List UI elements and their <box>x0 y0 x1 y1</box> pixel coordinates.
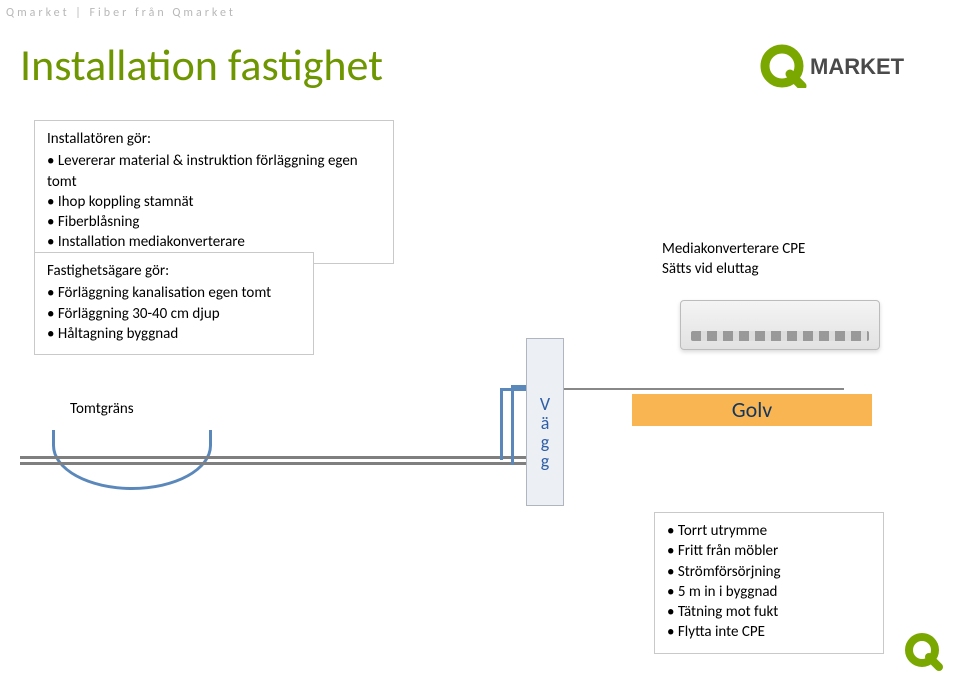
owner-heading: Fastighetsägare gör: <box>47 261 301 281</box>
req-item: Strömförsörjning <box>667 562 871 582</box>
breadcrumb: Qmarket | Fiber från Qmarket <box>6 6 236 20</box>
installer-heading: Installatören gör: <box>47 129 381 149</box>
installer-item: Levererar material & instruktion förlägg… <box>47 151 381 192</box>
installer-item: Fiberblåsning <box>47 212 381 232</box>
brand-logo: MARKET <box>760 44 940 93</box>
owner-item: Förläggning kanalisation egen tomt <box>47 283 301 303</box>
owner-tasks-box: Fastighetsägare gör: Förläggning kanalis… <box>34 252 314 355</box>
cpe-label-line: Sätts vid eluttag <box>662 260 805 280</box>
wall-column: V ä g g <box>526 338 564 506</box>
owner-item: Förläggning 30-40 cm djup <box>47 304 301 324</box>
ground-line <box>20 456 529 459</box>
cpe-label-line: Mediakonverterare CPE <box>662 240 805 260</box>
floor-bar: Golv <box>632 394 872 426</box>
brand-mark <box>904 632 944 681</box>
indoor-cable <box>564 388 844 390</box>
trench-arc <box>52 430 212 490</box>
location-requirements-box: Torrt utrymme Fritt från möbler Strömför… <box>654 512 884 654</box>
installer-item: Ihop koppling stamnät <box>47 192 381 212</box>
owner-item: Håltagning byggnad <box>47 324 301 344</box>
wall-letter: g <box>541 450 549 472</box>
cpe-device-image <box>680 300 880 350</box>
installer-item: Installation mediakonverterare <box>47 232 381 252</box>
req-item: Torrt utrymme <box>667 521 871 541</box>
req-item: Tätning mot fukt <box>667 602 871 622</box>
req-item: Fritt från möbler <box>667 541 871 561</box>
installer-tasks-box: Installatören gör: Levererar material & … <box>34 120 394 264</box>
req-item: 5 m in i byggnad <box>667 582 871 602</box>
cpe-label: Mediakonverterare CPE Sätts vid eluttag <box>662 240 805 279</box>
ground-line <box>20 462 526 465</box>
page-title: Installation fastighet <box>20 38 383 92</box>
tomtgrans-label: Tomtgräns <box>70 400 134 418</box>
req-item: Flytta inte CPE <box>667 622 871 642</box>
brand-text: MARKET <box>810 54 905 79</box>
